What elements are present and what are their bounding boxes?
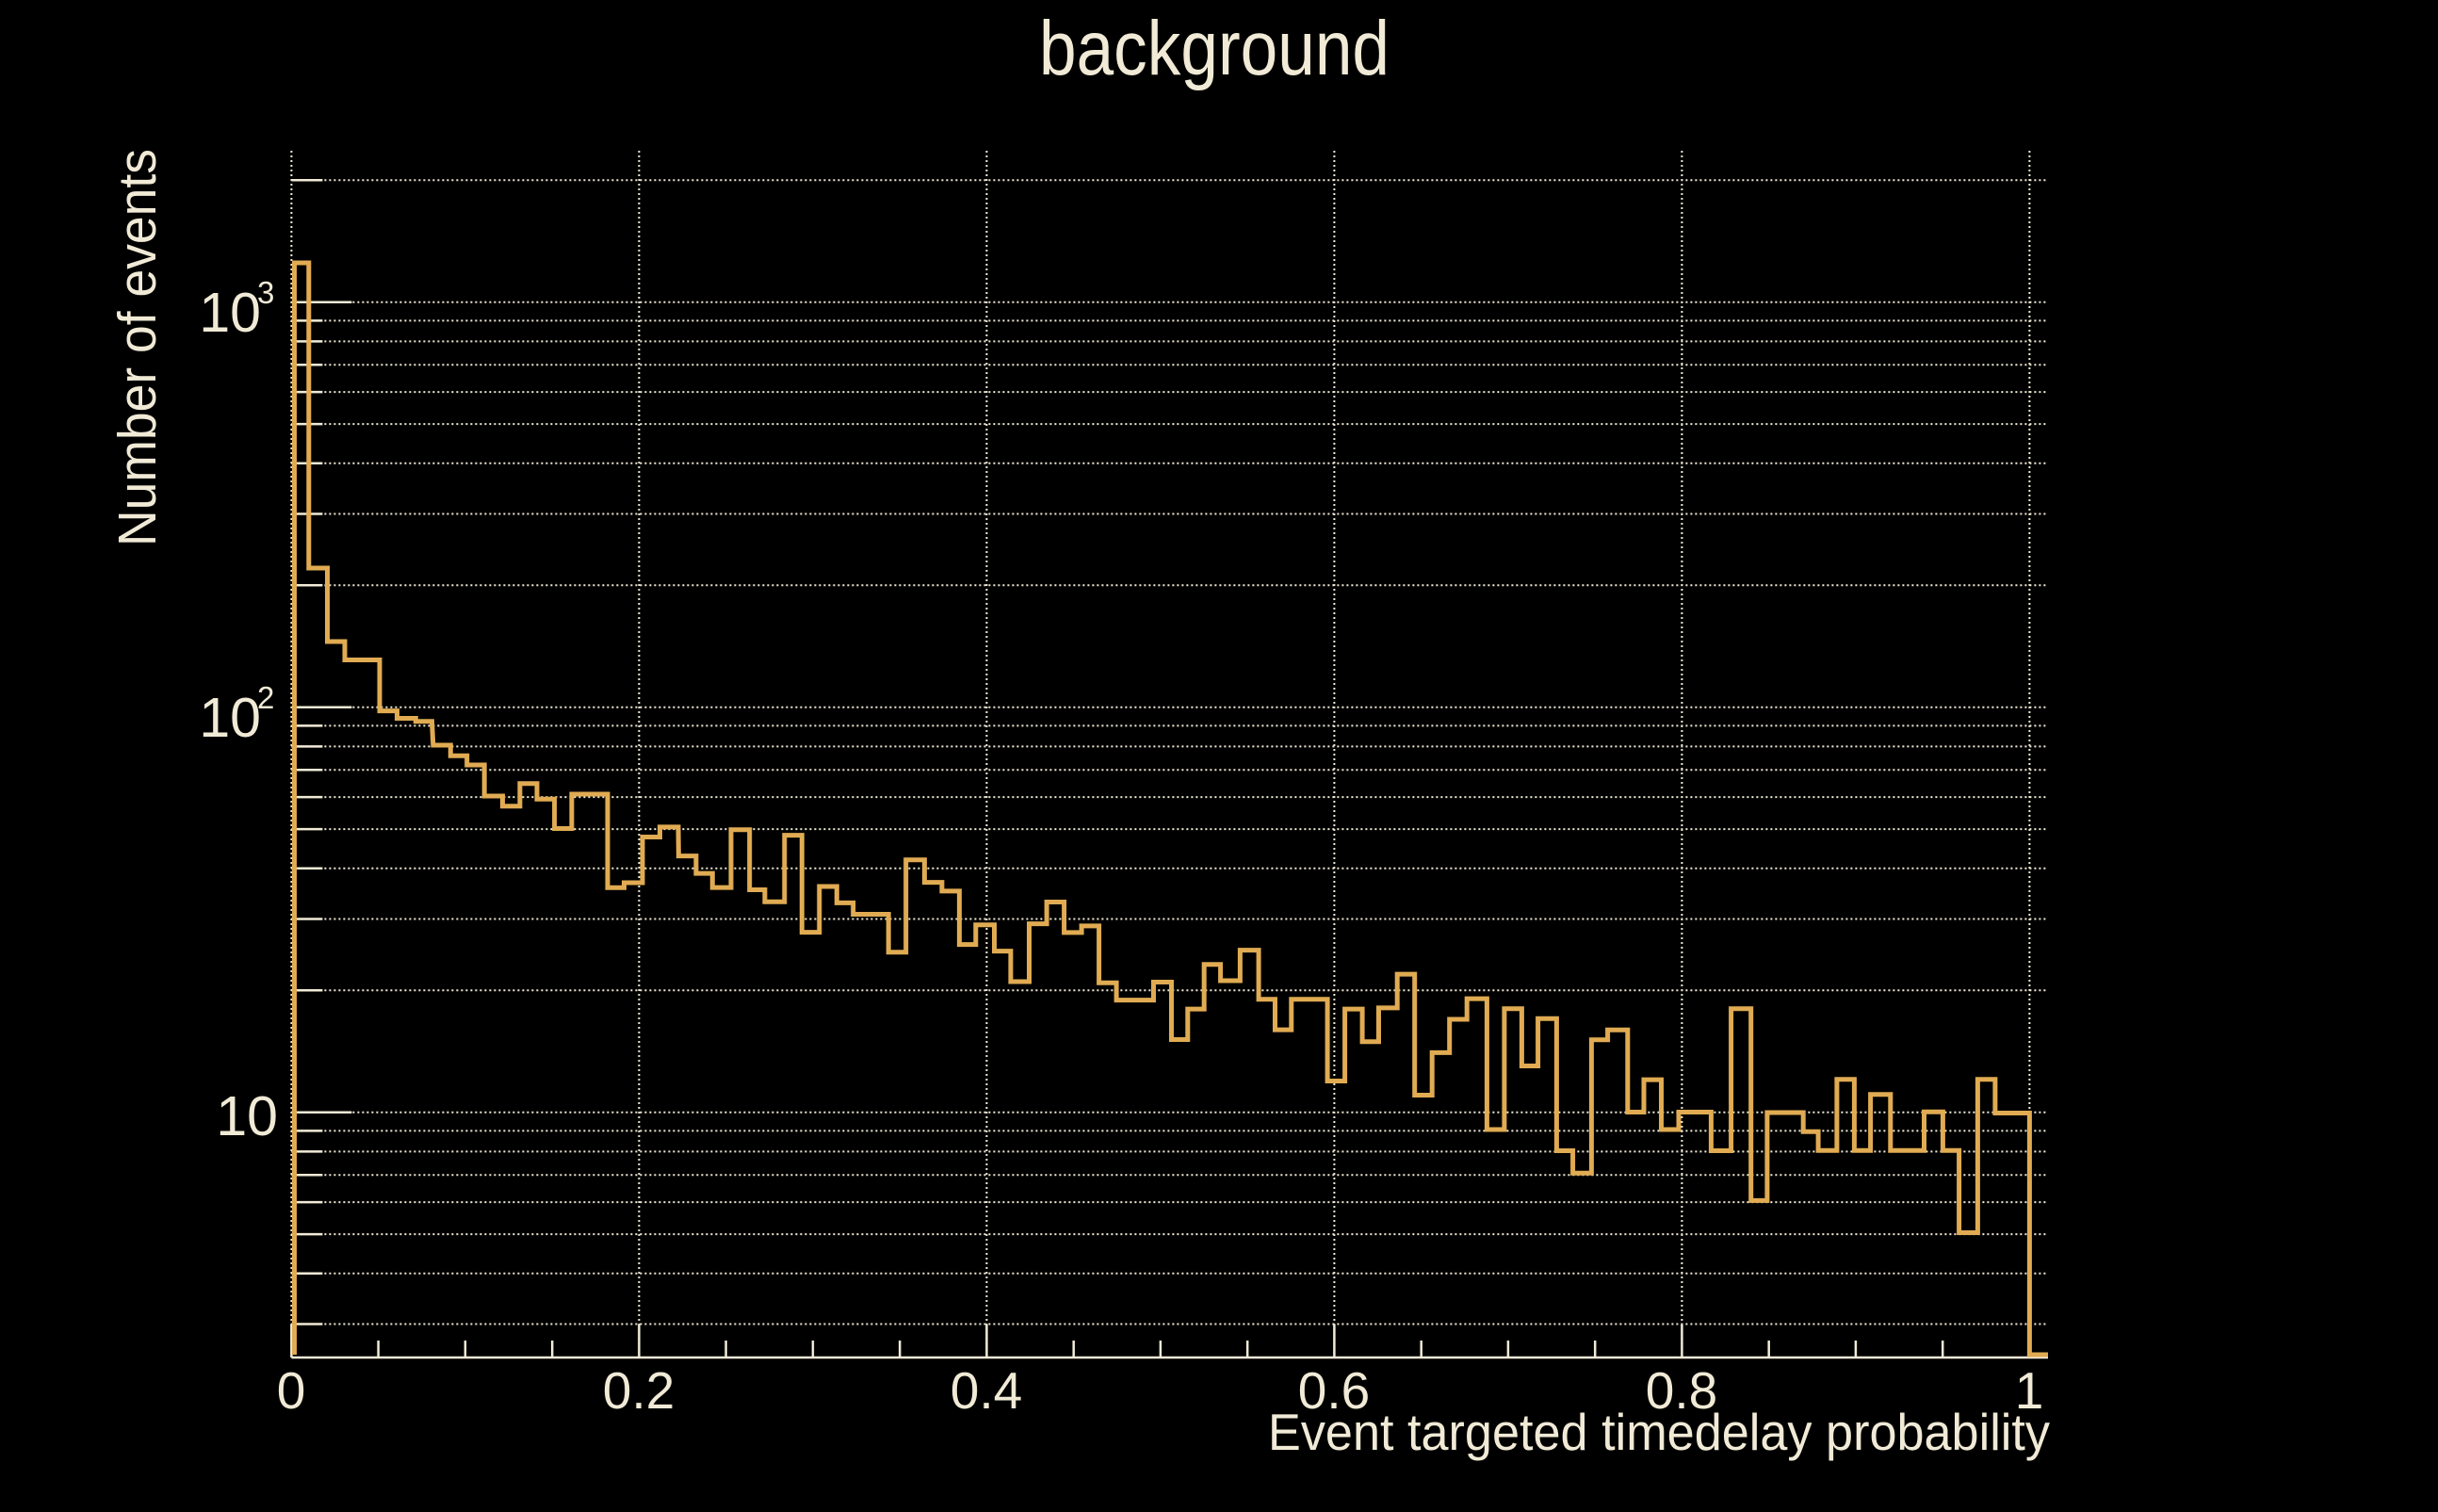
svg-text:0.4: 0.4 <box>951 1361 1022 1420</box>
svg-text:Event targeted timedelay proba: Event targeted timedelay probability <box>1268 1403 2050 1461</box>
svg-text:0: 0 <box>277 1361 306 1420</box>
svg-text:0.6: 0.6 <box>1298 1361 1370 1420</box>
svg-text:Number of events: Number of events <box>107 149 168 546</box>
svg-text:background: background <box>1039 6 1390 91</box>
svg-text:0.8: 0.8 <box>1646 1361 1717 1420</box>
svg-text:10: 10 <box>216 1085 278 1147</box>
svg-text:3: 3 <box>257 275 274 310</box>
svg-text:1: 1 <box>2015 1361 2044 1420</box>
svg-text:10: 10 <box>199 282 261 344</box>
svg-text:0.2: 0.2 <box>603 1361 675 1420</box>
svg-text:10: 10 <box>199 687 261 749</box>
svg-text:2: 2 <box>257 680 274 715</box>
